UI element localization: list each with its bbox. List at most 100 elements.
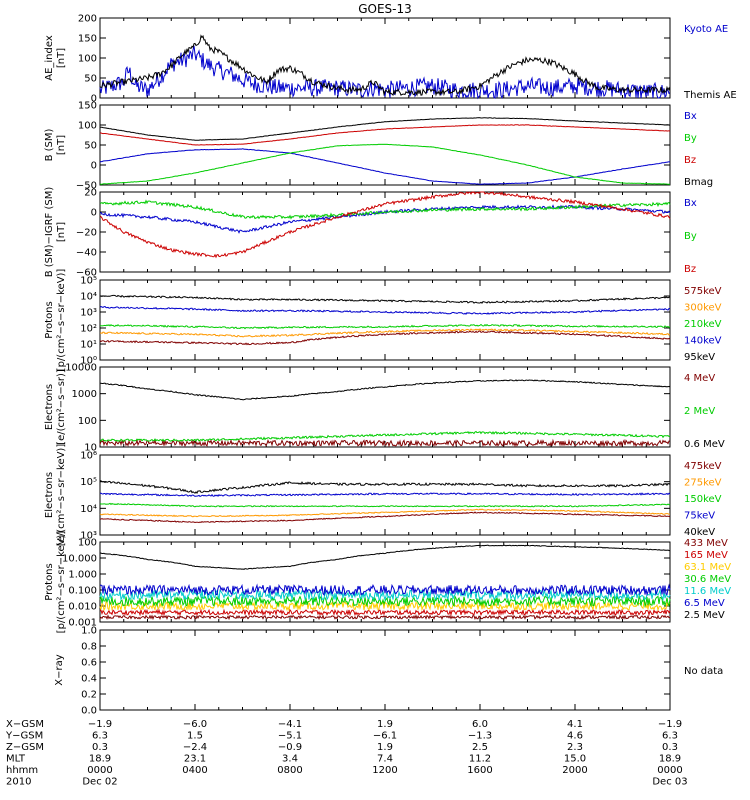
orbit-value: 1200 (372, 765, 397, 776)
series-line-95kev (99, 294, 671, 304)
orbit-value: 1.9 (377, 742, 393, 753)
series-line-4-mev (99, 438, 671, 448)
legend-entry: 575keV (684, 286, 722, 297)
y-tick-label: 10⁴ (80, 504, 97, 515)
series-line-210kev (99, 323, 671, 330)
legend-entry: By (684, 231, 697, 242)
series-line-by (99, 199, 671, 220)
legend-entry: 11.6 MeV (684, 586, 731, 597)
y-tick-label: 10000 (65, 363, 97, 374)
y-tick-label: 0.6 (81, 658, 97, 669)
legend-entry: 40keV (684, 527, 715, 538)
legend-entry: Themis AE (683, 90, 737, 101)
orbit-value: Dec 03 (652, 777, 687, 788)
legend-entry: 475keV (684, 461, 722, 472)
series-line-0-6-mev (100, 379, 671, 401)
y-tick-label: 0.001 (68, 618, 97, 629)
orbit-row-label: X−GSM (6, 719, 44, 730)
legend-entry: Bz (684, 155, 696, 166)
orbit-value: −6.0 (183, 719, 207, 730)
panel-6: 10³ 10⁴ 10⁵ 10⁶ Electrons [e/(cm²−s−sr−keV)] 4… (44, 444, 722, 547)
y-axis-unit: [p/(cm²−s−sr−keV)] (56, 531, 67, 634)
orbit-value: −2.4 (183, 742, 207, 753)
series-line-150kev (99, 502, 671, 508)
series-line-475kev (99, 511, 671, 524)
panel-3: −60 −40 −20 0 20 B (SM)−IGRF (SM) [nT] Bx By Bz (44, 187, 697, 279)
panel-7: 0.001 0.010 0.100 1.000 10.000 100 Protons [p/(… (44, 531, 731, 634)
legend-entry: Bz (684, 264, 696, 275)
y-tick-label: 100 (78, 121, 97, 132)
orbit-value: 4.6 (567, 731, 583, 742)
y-tick-label: 10³ (80, 308, 97, 319)
y-tick-label: 0.100 (68, 586, 97, 597)
y-tick-label: 200 (78, 14, 97, 25)
series-line-themis-ae (99, 34, 671, 97)
orbit-value: 4.1 (567, 719, 583, 730)
legend-entry: 140keV (684, 336, 722, 347)
series-line-140kev (99, 305, 671, 315)
orbit-value: −1.9 (88, 719, 112, 730)
y-tick-label: 1.0 (81, 626, 97, 637)
orbit-value: 0.3 (662, 742, 678, 753)
orbit-value: 18.9 (659, 754, 681, 765)
y-tick-label: 100 (78, 538, 97, 549)
legend-entry: Bx (684, 111, 697, 122)
series-line-75kev (99, 492, 671, 498)
orbit-row-label: 2010 (6, 777, 31, 788)
series-line-6-5-mev (99, 583, 671, 597)
legend-entry: 6.5 MeV (684, 598, 725, 609)
orbit-value: 1.9 (377, 719, 393, 730)
y-axis-unit: [e/(cm²−s−sr−keV)] (56, 444, 67, 547)
series-line-433-mev (99, 614, 670, 621)
y-axis-label: Protons (44, 563, 55, 600)
y-tick-label: 0.8 (81, 642, 97, 653)
orbit-value: −0.9 (278, 742, 302, 753)
series-line-by (99, 143, 670, 185)
y-tick-label: −50 (76, 181, 97, 192)
legend-entry: 165 MeV (684, 550, 728, 561)
y-tick-label: 20 (84, 188, 97, 199)
orbit-row-label: Y−GSM (5, 731, 43, 742)
orbit-value: 1.5 (187, 731, 203, 742)
panel-1: 0 50 100 150 200 AE_index [nT] Kyoto AE Themis A… (44, 14, 737, 105)
y-tick-label: 50 (84, 74, 97, 85)
y-tick-label: 10⁴ (80, 292, 97, 303)
legend-entry: Bx (684, 198, 697, 209)
y-tick-label: 10² (80, 324, 97, 335)
y-tick-label: 0.0 (81, 706, 97, 717)
orbit-value: 15.0 (564, 754, 586, 765)
series-line-11-6-mev (99, 588, 671, 602)
orbit-value: 0.3 (92, 742, 108, 753)
orbit-value: −1.9 (658, 719, 682, 730)
y-tick-label: 10¹ (80, 340, 97, 351)
y-tick-label: 10⁰ (80, 356, 97, 367)
y-tick-label: 50 (84, 141, 97, 152)
y-tick-label: 0 (91, 94, 97, 105)
legend-entry: 30.6 MeV (684, 574, 731, 585)
legend-entry: 150keV (684, 494, 722, 505)
series-line-bmag (99, 117, 671, 141)
y-axis-label: Electrons (44, 384, 55, 430)
legend-entry: 4 MeV (684, 373, 715, 384)
series-line-275kev (99, 508, 671, 518)
panel-8: 0.0 0.2 0.4 0.6 0.8 1.0 X−ray No data (54, 626, 723, 717)
series-line-300kev (99, 328, 671, 338)
orbit-value: −4.1 (278, 719, 302, 730)
orbit-value: 1600 (467, 765, 492, 776)
y-tick-label: 0.2 (81, 690, 97, 701)
panel-frame (99, 629, 671, 711)
y-axis-label: B (SM)−IGRF (SM) (44, 187, 55, 278)
orbit-value: 6.0 (472, 719, 488, 730)
orbit-value: −5.1 (278, 731, 302, 742)
series-line-bz (99, 191, 671, 259)
series-line-575kev (99, 330, 671, 346)
legend-entry: 2.5 MeV (684, 610, 725, 621)
y-axis-unit: [nT] (56, 48, 67, 68)
orbit-value: 0400 (182, 765, 207, 776)
y-tick-label: 1000 (72, 389, 97, 400)
orbit-value: 0000 (657, 765, 682, 776)
y-tick-label: −20 (76, 228, 97, 239)
y-tick-label: 1.000 (68, 570, 97, 581)
y-tick-label: 0.4 (81, 674, 97, 685)
orbit-row-label: Z−GSM (6, 742, 44, 753)
